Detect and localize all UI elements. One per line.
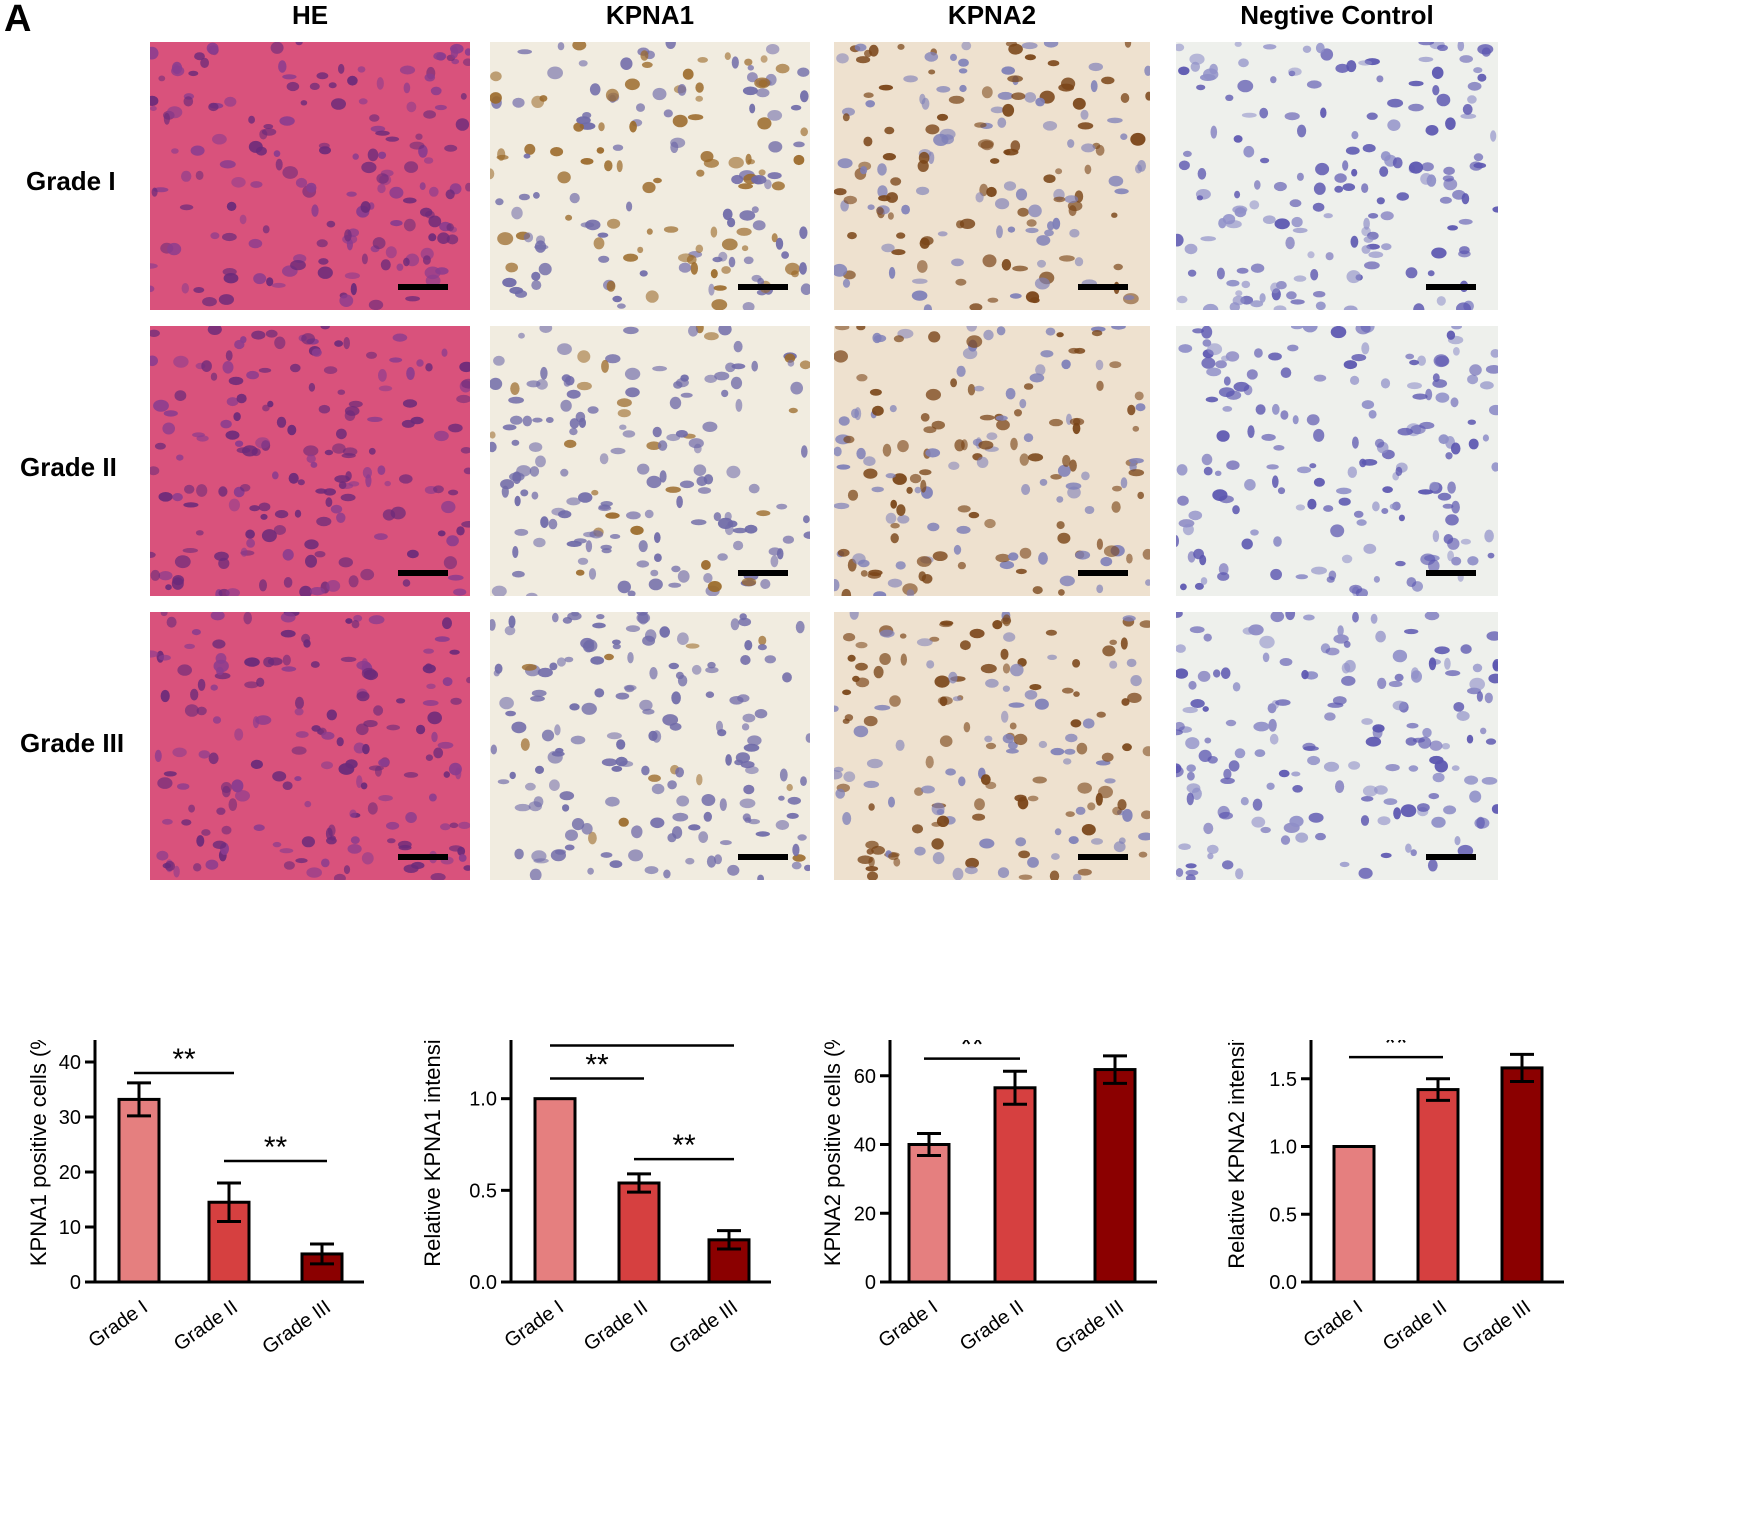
chart-c-y-tick-label: 1.0	[469, 1089, 497, 1111]
scale-bar	[738, 570, 788, 576]
chart-e-x-tick-label: Grade II	[1379, 1296, 1451, 1355]
chart-e-significance-label: **	[1384, 1040, 1408, 1060]
chart-c-x-tick-label: Grade I	[501, 1296, 568, 1352]
chart-d-y-axis-label: KPNA2 positive cells (%)	[820, 1040, 845, 1266]
scale-bar	[1078, 570, 1128, 576]
scale-bar	[1078, 284, 1128, 290]
chart-c-y-tick-label: 0.5	[469, 1180, 497, 1202]
micrograph-1-3	[150, 612, 470, 880]
micrograph-4-3	[1176, 612, 1498, 880]
chart-e-y-tick-label: 1.5	[1269, 1069, 1297, 1091]
chart-e-bar-3	[1500, 1066, 1544, 1284]
column-header-kpna1: KPNA1	[605, 0, 695, 30]
bar-charts: B01020304050KPNA1 positive cells (%)Grad…	[4, 1040, 1564, 1359]
scale-bar	[1078, 854, 1128, 860]
chart-d-x-tick-label: Grade I	[875, 1296, 942, 1352]
micrograph-4-1	[1176, 42, 1498, 310]
micrograph-2-1	[490, 42, 810, 310]
chart-c-bar-1	[533, 1097, 577, 1284]
row-header-grade-1: Grade I	[26, 166, 116, 196]
panel-label-a: A	[4, 0, 32, 40]
chart-b-y-tick-label: 20	[59, 1162, 81, 1184]
chart-c-y-axis-label: Relative KPNA1 intensity	[420, 1040, 445, 1267]
chart-b-y-tick-label: 0	[70, 1272, 81, 1294]
chart-d-y-tick-label: 60	[854, 1066, 876, 1088]
chart-e-y-axis-label: Relative KPNA2 intensity	[1224, 1040, 1249, 1269]
chart-d-x-tick-label: Grade III	[1052, 1296, 1128, 1359]
chart-b-y-tick-label: 30	[59, 1107, 81, 1129]
scale-bar	[398, 284, 448, 290]
row-header-grade-2: Grade II	[20, 452, 117, 482]
chart-b-x-tick-label: Grade II	[170, 1296, 242, 1355]
column-header-negative-control: Negtive Control	[1240, 0, 1434, 30]
chart-c-significance-label: **	[672, 1129, 696, 1162]
chart-e-x-tick-label: Grade I	[1300, 1296, 1367, 1352]
chart-d-y-tick-label: 0	[865, 1272, 876, 1294]
chart-c-panel-label: C	[396, 1040, 423, 1041]
chart-d-panel-label: D	[793, 1040, 820, 1041]
micrograph-3-1	[834, 42, 1150, 310]
column-header-he: HE	[291, 0, 329, 30]
chart-b-y-axis-label: KPNA1 positive cells (%)	[26, 1040, 51, 1266]
chart-b-x-tick-label: Grade III	[259, 1296, 335, 1359]
chart-d-y-tick-label: 20	[854, 1203, 876, 1225]
chart-e-bar-1	[1332, 1145, 1376, 1284]
chart-b-significance-label: **	[264, 1131, 288, 1164]
micrograph-2-2	[490, 326, 810, 596]
chart-e-bar-2	[1416, 1088, 1460, 1284]
chart-d-x-tick-label: Grade II	[956, 1296, 1028, 1355]
micrograph-1-2	[150, 326, 470, 596]
chart-c-significance-label: **	[630, 1040, 654, 1049]
chart-b-bar-1	[117, 1097, 161, 1284]
micrograph-3-3	[834, 612, 1150, 880]
scale-bar	[738, 284, 788, 290]
chart-b-panel-label: B	[4, 1040, 31, 1041]
chart-d-bar-1	[907, 1143, 951, 1284]
scale-bar	[398, 570, 448, 576]
chart-e-y-tick-label: 0.5	[1269, 1204, 1297, 1226]
scale-bar	[1426, 570, 1476, 576]
chart-e-y-tick-label: 0.0	[1269, 1272, 1297, 1294]
chart-e-x-tick-label: Grade III	[1459, 1296, 1535, 1359]
chart-b-y-tick-label: 40	[59, 1052, 81, 1074]
chart-e-panel-label: E	[1190, 1040, 1215, 1041]
chart-b-y-tick-label: 10	[59, 1217, 81, 1239]
scale-bar	[1426, 854, 1476, 860]
chart-b-significance-label: **	[172, 1043, 196, 1076]
scale-bar	[398, 854, 448, 860]
chart-d-y-tick-label: 40	[854, 1135, 876, 1157]
chart-e-y-tick-label: 1.0	[1269, 1137, 1297, 1159]
chart-c-significance-label: **	[585, 1049, 609, 1082]
micrograph-2-3	[490, 612, 810, 880]
chart-c-x-tick-label: Grade II	[580, 1296, 652, 1355]
micrograph-1-1	[150, 42, 470, 310]
row-header-grade-3: Grade III	[20, 728, 125, 758]
chart-b-x-tick-label: Grade I	[85, 1296, 152, 1352]
chart-d-bar-3	[1093, 1068, 1137, 1284]
chart-d-bar-2	[993, 1086, 1037, 1284]
column-header-kpna2: KPNA2	[947, 0, 1037, 30]
micrograph-3-2	[834, 326, 1150, 596]
micrograph-4-2	[1176, 326, 1498, 596]
scale-bar	[1426, 284, 1476, 290]
scale-bar	[738, 854, 788, 860]
chart-d-significance-label: **	[960, 1040, 984, 1062]
chart-c-x-tick-label: Grade III	[666, 1296, 742, 1359]
chart-c-y-tick-label: 0.0	[469, 1272, 497, 1294]
chart-c-bar-2	[617, 1181, 661, 1284]
